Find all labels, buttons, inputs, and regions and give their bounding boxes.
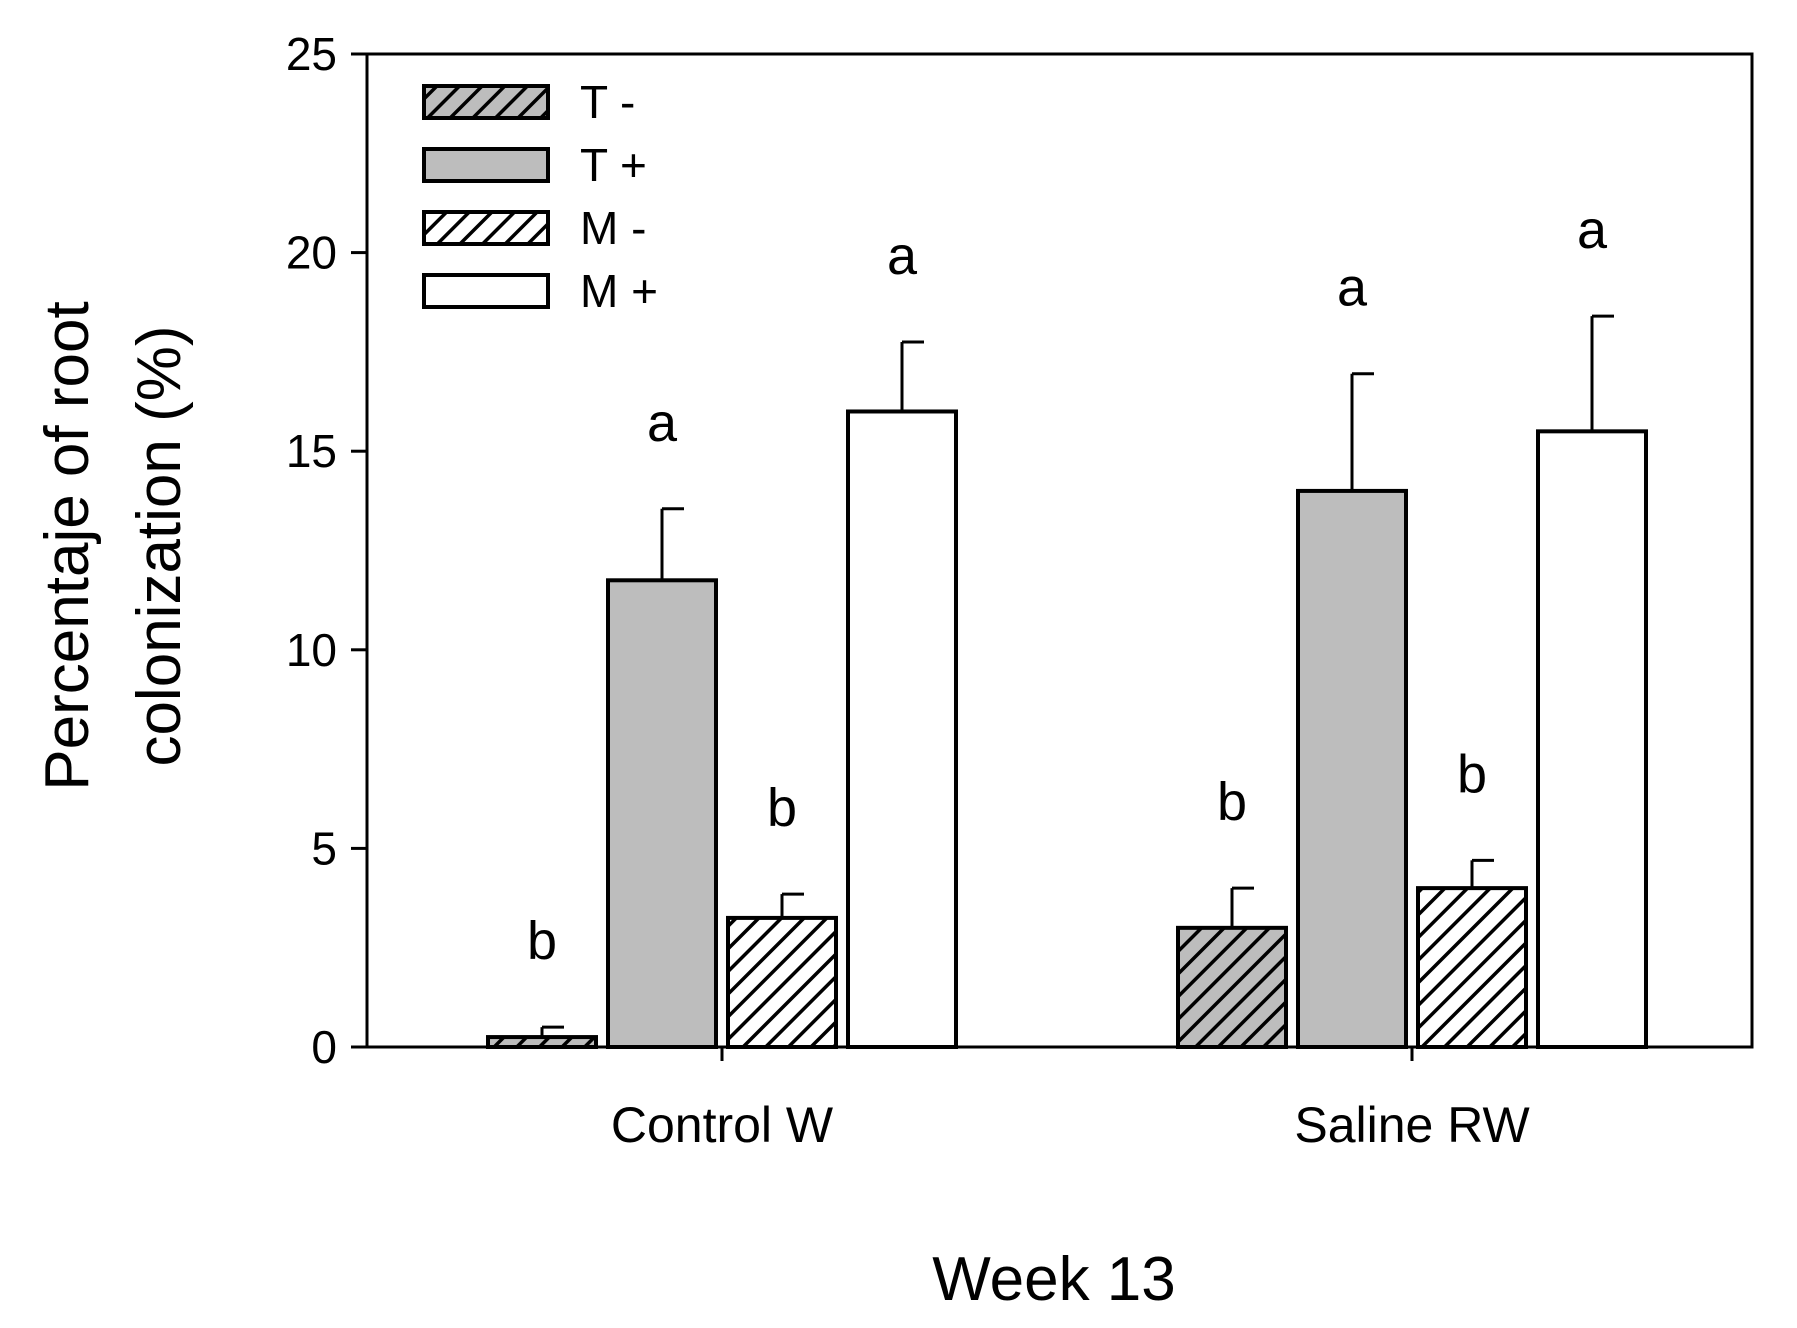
y-tick-label: 20	[286, 227, 337, 279]
bar	[486, 1035, 598, 1049]
legend: T - T + M - M +	[422, 76, 658, 317]
legend-label: T -	[580, 76, 635, 128]
y-axis-title: Percentaje of root colonization (%)	[33, 301, 194, 790]
plot-frame	[365, 52, 1754, 1049]
bar	[726, 915, 838, 1049]
bar	[1176, 925, 1288, 1050]
legend-label: T +	[580, 139, 647, 191]
legend-label: M -	[580, 202, 646, 254]
significance-letter: b	[1217, 772, 1247, 832]
y-tick-label: 25	[286, 28, 337, 80]
significance-letter: a	[887, 226, 918, 286]
x-axis-title: Week 13	[932, 1245, 1176, 1314]
legend-swatch	[422, 210, 550, 246]
legend-swatch	[422, 147, 550, 183]
legend-swatch	[422, 273, 550, 309]
bar	[1416, 886, 1528, 1049]
legend-swatch	[422, 84, 550, 120]
bar	[1296, 488, 1408, 1050]
significance-letter: a	[1577, 200, 1608, 260]
x-category-label: Saline RW	[1294, 1097, 1530, 1153]
y-tick-label: 0	[311, 1021, 337, 1073]
bar	[606, 578, 718, 1049]
y-tick-label: 15	[286, 425, 337, 477]
significance-letter: b	[527, 911, 557, 971]
significance-letter: b	[767, 778, 797, 838]
significance-letter: a	[1337, 258, 1368, 318]
y-axis-title-line-1: Percentaje of root	[33, 301, 102, 790]
legend-label: M +	[580, 265, 658, 317]
plot-area: 0 5 10 15 20 25 Control W b a b a Saline RW b a b a	[286, 28, 1754, 1153]
significance-letter: a	[647, 393, 678, 453]
y-axis-title-line-2: colonization (%)	[125, 325, 194, 766]
bar	[846, 409, 958, 1050]
bar	[1536, 429, 1648, 1049]
significance-letter: b	[1457, 744, 1487, 804]
y-tick-label: 5	[311, 822, 337, 874]
x-category-label: Control W	[611, 1097, 834, 1153]
y-tick-label: 10	[286, 624, 337, 676]
